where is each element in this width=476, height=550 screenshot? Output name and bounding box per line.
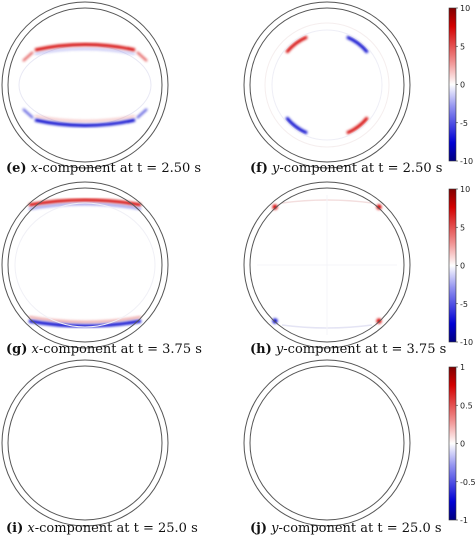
field-f [264,22,390,148]
caption-variable: x [27,521,35,536]
colorbar-tick-label: -0.5 [460,478,476,487]
colorbar-tick-label: 0 [460,440,465,449]
wave-spot [376,204,382,210]
field-g [14,198,156,328]
wave-corner [136,108,148,119]
inner-boundary-circle [7,365,163,521]
caption-j: (j) y-component at t = 25.0 s [250,521,442,536]
wave-lobe [285,116,308,135]
colorbar-tick-label: 5 [460,223,465,232]
inner-boundary-circle [7,7,163,163]
wave-bottom-red [28,316,142,323]
outer-boundary-circle [1,1,169,169]
field-h [257,195,397,335]
inner-boundary-circle [249,365,405,521]
wave-lobe [346,116,369,135]
inner-boundary-circle [249,187,405,343]
wave-lobe [346,35,369,54]
colorbar-gradient [448,366,457,521]
panel-f [243,1,411,169]
caption-label: (g) [6,342,28,357]
wave-bottom-blue [34,118,136,127]
colorbar-tick-label: 5 [460,42,465,51]
caption-variable: x [30,161,39,176]
colorbar-gradient [448,188,457,343]
colorbar-tick-label: -10 [460,338,473,347]
caption-variable: x [31,342,39,357]
outer-boundary-circle [243,181,411,349]
wave-corner [136,51,148,62]
caption-label: (f) [250,161,268,176]
wave-lobe [285,35,308,54]
wave-top-blue [28,203,142,210]
colorbar-tick-label: -5 [460,119,468,128]
colorbar-tick-label: 10 [460,185,470,194]
caption-text: -component at t = 3.75 s [38,342,202,357]
wave-spot [272,204,278,210]
caption-variable: y [272,161,280,176]
caption-g: (g) x-component at t = 3.75 s [6,342,202,357]
colorbar-tick-label: -5 [460,300,468,309]
caption-text: -component at t = 2.50 s [38,161,202,176]
colorbar-tick-label: 0 [460,262,465,271]
panel-e [1,1,169,169]
faint-wave-front [14,202,156,328]
caption-f: (f) y-component at t = 2.50 s [250,161,442,176]
colorbar-tick-label: 1 [460,363,465,372]
colorbar-tick-label: 10 [460,4,470,13]
caption-variable: y [275,342,284,357]
wave-spot [272,318,278,324]
wave-bottom-red [34,115,136,122]
caption-label: (h) [250,342,272,357]
caption-label: (e) [6,161,27,176]
caption-e: (e) x-component at t = 2.50 s [6,161,201,176]
wave-corner [22,51,34,62]
colorbar-tick-label: 0.5 [460,401,473,410]
panel-h [243,181,411,349]
caption-text: -component at t = 3.75 s [283,342,447,357]
caption-label: (i) [6,521,24,536]
colorbar-0: 10 5 0 -5 -10 [448,4,473,166]
caption-label: (j) [250,521,268,536]
panel-j [243,359,411,527]
colorbar-2: 1 0.5 0 -0.5 -1 [448,363,476,525]
wave-top-red [28,198,142,207]
faint-wave-front [271,29,383,141]
outer-boundary-circle [243,359,411,527]
colorbar-tick-label: 0 [460,81,465,90]
wave-top-blue [34,48,136,55]
panel-i [1,359,169,527]
colorbar-tick-label: -1 [460,516,468,525]
colorbar-1: 10 5 0 -5 -10 [448,185,473,347]
field-e [18,43,152,127]
colorbar-gradient [448,7,457,162]
caption-i: (i) x-component at t = 25.0 s [6,521,198,536]
wave-top-red [34,43,136,52]
outer-boundary-circle [1,359,169,527]
wave-bottom-blue [28,319,142,328]
caption-text: -component at t = 25.0 s [278,521,442,536]
caption-text: -component at t = 2.50 s [279,161,443,176]
faint-wave-front [18,44,152,126]
inner-boundary-circle [7,187,163,343]
caption-variable: y [271,521,279,536]
wave-spot [376,318,382,324]
caption-text: -component at t = 25.0 s [34,521,198,536]
outer-boundary-circle [243,1,411,169]
outer-boundary-circle [1,181,169,349]
faint-wave-front [264,22,390,148]
inner-boundary-circle [249,7,405,163]
caption-h: (h) y-component at t = 3.75 s [250,342,446,357]
panel-g [1,181,169,349]
colorbar-tick-label: -10 [460,157,473,166]
wave-corner [22,108,34,119]
